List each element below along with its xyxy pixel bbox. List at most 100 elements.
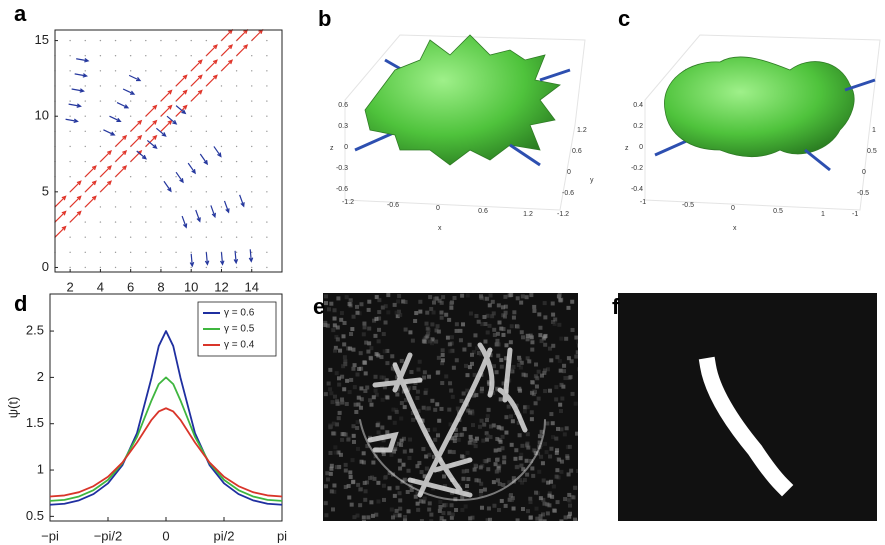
- arrow: [187, 162, 196, 175]
- field-dot: [145, 39, 147, 42]
- noise-pixel: [491, 423, 496, 428]
- noise-pixel: [354, 409, 359, 414]
- field-dot: [251, 130, 253, 133]
- arrow: [156, 127, 167, 137]
- noise-pixel: [529, 410, 534, 415]
- field-dot: [175, 70, 177, 72]
- noise-pixel: [340, 400, 345, 405]
- field-dot: [235, 221, 238, 223]
- noise-pixel: [537, 469, 542, 474]
- noise-pixel: [501, 305, 506, 310]
- arrow: [68, 103, 82, 108]
- noise-pixel: [425, 310, 430, 315]
- field-dot: [175, 251, 177, 254]
- noise-pixel: [405, 489, 410, 494]
- noise-pixel: [334, 371, 339, 376]
- noise-pixel: [335, 422, 340, 427]
- field-dot: [69, 39, 71, 42]
- noise-pixel: [486, 506, 491, 511]
- noise-pixel: [346, 437, 351, 442]
- field-dot: [160, 266, 162, 269]
- field-dot: [220, 236, 223, 238]
- noise-pixel: [363, 371, 368, 376]
- noise-pixel: [519, 330, 524, 335]
- noise-pixel: [471, 350, 476, 355]
- noise-pixel: [525, 405, 530, 410]
- field-dot: [235, 115, 238, 117]
- noise-pixel: [422, 496, 427, 501]
- noise-pixel: [351, 366, 356, 371]
- noise-pixel: [436, 355, 441, 360]
- noise-pixel: [556, 426, 561, 431]
- arrow: [128, 74, 142, 82]
- noise-pixel: [367, 326, 372, 331]
- noise-pixel: [369, 402, 374, 407]
- field-dot: [99, 206, 102, 208]
- field-dot: [84, 115, 86, 117]
- noise-pixel: [479, 389, 484, 394]
- field-dot: [129, 221, 132, 223]
- field-dot: [205, 206, 208, 208]
- arrow: [205, 44, 218, 57]
- noise-pixel: [449, 388, 454, 393]
- noise-pixel: [334, 465, 339, 470]
- noise-pixel: [323, 320, 328, 325]
- noise-pixel: [497, 481, 502, 486]
- noise-pixel: [440, 358, 445, 363]
- field-dot: [160, 39, 162, 42]
- field-dot: [205, 221, 208, 223]
- arrow: [145, 104, 158, 117]
- noise-pixel: [336, 376, 341, 381]
- noise-pixel: [472, 393, 477, 398]
- field-dot: [175, 236, 177, 238]
- field-dot: [266, 221, 268, 223]
- noise-pixel: [519, 300, 524, 305]
- line-series: [49, 330, 283, 506]
- field-dot: [84, 251, 86, 254]
- field-dot: [129, 176, 132, 178]
- noise-pixel: [417, 460, 422, 465]
- arrow: [175, 171, 184, 184]
- noise-pixel: [332, 489, 337, 494]
- noise-pixel: [482, 487, 487, 492]
- noise-pixel: [359, 386, 364, 391]
- y-tick-label: 0.5: [867, 148, 877, 155]
- noise-pixel: [486, 467, 491, 472]
- noise-pixel: [559, 469, 564, 474]
- arrow: [69, 210, 82, 223]
- noise-pixel: [459, 454, 464, 459]
- field-dot: [129, 55, 132, 57]
- arrow: [223, 200, 230, 214]
- field-dot: [84, 145, 86, 148]
- noise-pixel: [343, 485, 348, 490]
- noise-pixel: [429, 306, 434, 311]
- noise-pixel: [560, 396, 565, 401]
- noise-pixel: [495, 457, 500, 462]
- field-dot: [114, 221, 117, 223]
- field-dot: [160, 145, 162, 148]
- noise-pixel: [485, 330, 490, 335]
- noise-pixel: [496, 508, 501, 513]
- field-dot: [99, 130, 102, 133]
- noise-pixel: [421, 405, 426, 410]
- field-dot: [220, 130, 223, 133]
- noise-pixel: [351, 433, 356, 438]
- noise-pixel: [377, 316, 382, 321]
- noise-pixel: [536, 451, 541, 456]
- noise-pixel: [557, 293, 562, 298]
- noise-pixel: [479, 295, 484, 300]
- noise-pixel: [509, 442, 514, 447]
- noise-pixel: [535, 516, 540, 521]
- field-dot: [190, 206, 192, 208]
- field-dot: [235, 206, 238, 208]
- noise-pixel: [447, 511, 452, 516]
- field-dot: [266, 266, 268, 269]
- noise-pixel: [501, 327, 506, 332]
- noise-pixel: [520, 443, 525, 448]
- x-tick-label: 8: [157, 279, 164, 294]
- plot-frame: [54, 29, 283, 273]
- noise-pixel: [551, 435, 556, 440]
- arrow: [115, 165, 128, 178]
- noise-pixel: [367, 299, 372, 304]
- field-dot: [160, 160, 162, 163]
